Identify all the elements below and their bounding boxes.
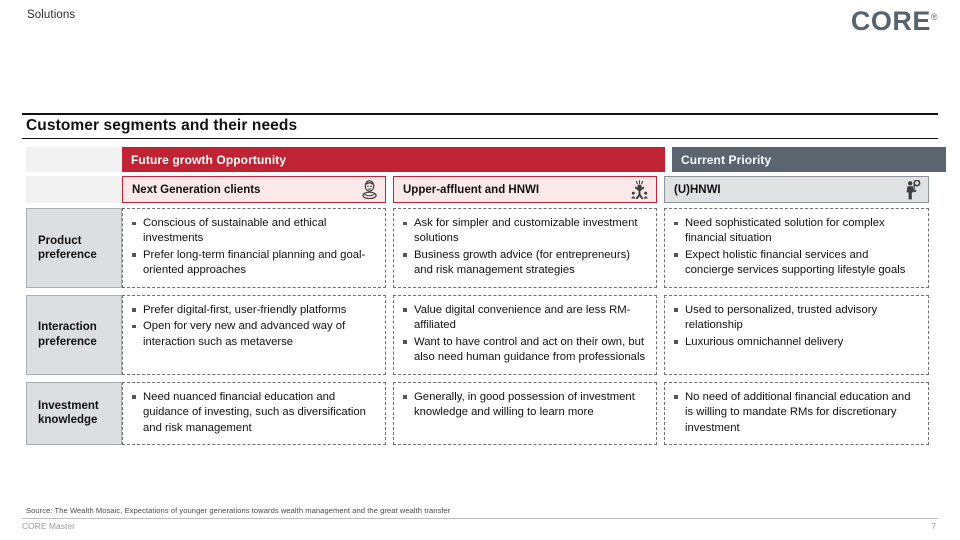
segment-gap-1: [386, 176, 393, 203]
row-label-line2: preference: [38, 335, 97, 348]
cell-investment-knowledge-uhnwi: No need of additional financial educatio…: [664, 381, 929, 446]
list-item: Business growth advice (for entrepreneur…: [402, 248, 648, 279]
page-title: Customer segments and their needs: [26, 117, 298, 134]
segment-header-next-generation-clients[interactable]: Next Generation clients: [122, 176, 386, 203]
logo-text: CORE: [850, 6, 931, 36]
cell-interaction-preference-uhnwi: Used to personalized, trusted advisory r…: [664, 294, 929, 375]
slide-header: Solutions CORE®: [0, 0, 960, 52]
list-item: No need of additional financial educatio…: [673, 390, 920, 436]
bullet-list: Value digital convenience and are less R…: [402, 303, 648, 366]
registered-mark-icon: ®: [930, 12, 938, 22]
list-item: Ask for simpler and customizable investm…: [402, 216, 648, 247]
segment-corner-spacer: [26, 176, 122, 203]
list-item: Want to have control and act on their ow…: [402, 335, 648, 366]
title-divider-top: [22, 113, 938, 115]
segment-label: Next Generation clients: [132, 183, 261, 196]
bullet-list: Need sophisticated solution for complex …: [673, 216, 920, 279]
row-label-line1: Product: [38, 234, 82, 247]
list-item: Generally, in good possession of investm…: [402, 390, 648, 421]
bullet-list: Prefer digital-first, user-friendly plat…: [131, 303, 377, 350]
band-current-priority: Current Priority: [672, 147, 946, 172]
matrix-row-product-preference: Product preference Conscious of sustaina…: [26, 208, 932, 288]
bullet-list: Used to personalized, trusted advisory r…: [673, 303, 920, 350]
bullet-list: Ask for simpler and customizable investm…: [402, 216, 648, 279]
row-label-line1: Investment: [38, 400, 99, 413]
cell-product-preference-upper-affluent: Ask for simpler and customizable investm…: [393, 208, 657, 288]
list-item: Conscious of sustainable and ethical inv…: [131, 216, 377, 247]
bullet-list: Need nuanced financial education and gui…: [131, 390, 377, 436]
row-label-product-preference: Product preference: [26, 208, 122, 288]
segments-matrix: Future growth Opportunity Current Priori…: [26, 147, 946, 452]
list-item: Expect holistic financial services and c…: [673, 248, 920, 279]
band-gap: [665, 147, 672, 172]
page-number: 7: [931, 521, 936, 531]
cell-product-preference-uhnwi: Need sophisticated solution for complex …: [664, 208, 929, 288]
cell-interaction-preference-next-generation: Prefer digital-first, user-friendly plat…: [122, 294, 386, 375]
row-label-investment-knowledge: Investment knowledge: [26, 381, 122, 446]
list-item: Prefer digital-first, user-friendly plat…: [131, 303, 377, 318]
bullet-list: Generally, in good possession of investm…: [402, 390, 648, 421]
segment-label: (U)HNWI: [674, 183, 721, 196]
businessman-with-umbrella-icon: [904, 178, 921, 200]
matrix-corner-spacer: [26, 147, 122, 172]
list-item: Used to personalized, trusted advisory r…: [673, 303, 920, 334]
list-item: Open for very new and advanced way of in…: [131, 319, 377, 350]
young-person-icon: [361, 180, 378, 200]
bullet-list: Conscious of sustainable and ethical inv…: [131, 216, 377, 279]
matrix-row-investment-knowledge: Investment knowledge Need nuanced financ…: [26, 381, 932, 446]
cell-gap: [657, 295, 664, 375]
segment-label: Upper-affluent and HNWI: [403, 183, 540, 196]
core-logo: CORE®: [851, 6, 938, 37]
cell-investment-knowledge-next-generation: Need nuanced financial education and gui…: [122, 381, 386, 446]
cell-gap: [657, 382, 664, 445]
list-item: Value digital convenience and are less R…: [402, 303, 648, 334]
footer-master-label: CORE Master: [22, 521, 75, 531]
title-divider-bottom: [22, 138, 938, 139]
list-item: Luxurious omnichannel delivery: [673, 335, 920, 350]
band-header-row: Future growth Opportunity Current Priori…: [26, 147, 946, 172]
breadcrumb: Solutions: [27, 9, 76, 21]
cell-interaction-preference-upper-affluent: Value digital convenience and are less R…: [393, 294, 657, 375]
row-label-interaction-preference: Interaction preference: [26, 294, 122, 375]
cell-gap: [386, 382, 393, 445]
footer-divider: [22, 518, 938, 519]
segment-header-row: Next Generation clients Upper-affluent a…: [26, 176, 932, 203]
bullet-list: No need of additional financial educatio…: [673, 390, 920, 436]
cell-product-preference-next-generation: Conscious of sustainable and ethical inv…: [122, 208, 386, 288]
cell-investment-knowledge-upper-affluent: Generally, in good possession of investm…: [393, 381, 657, 446]
cell-gap: [386, 295, 393, 375]
row-label-line2: preference: [38, 248, 97, 261]
list-item: Prefer long-term financial planning and …: [131, 248, 377, 279]
cell-gap: [657, 208, 664, 288]
cell-gap: [386, 208, 393, 288]
matrix-row-interaction-preference: Interaction preference Prefer digital-fi…: [26, 294, 932, 375]
source-note: Source: The Wealth Mosaic, Expectations …: [26, 506, 451, 515]
row-label-line2: knowledge: [38, 414, 98, 427]
segment-header-uhnwi[interactable]: (U)HNWI: [664, 176, 929, 203]
segment-header-upper-affluent-and-hnwi[interactable]: Upper-affluent and HNWI: [393, 176, 657, 203]
group-of-people-icon: [630, 180, 649, 200]
segment-gap-2: [657, 176, 664, 203]
list-item: Need sophisticated solution for complex …: [673, 216, 920, 247]
row-label-line1: Interaction: [38, 321, 97, 334]
band-future-growth-opportunity: Future growth Opportunity: [122, 147, 665, 172]
list-item: Need nuanced financial education and gui…: [131, 390, 377, 436]
